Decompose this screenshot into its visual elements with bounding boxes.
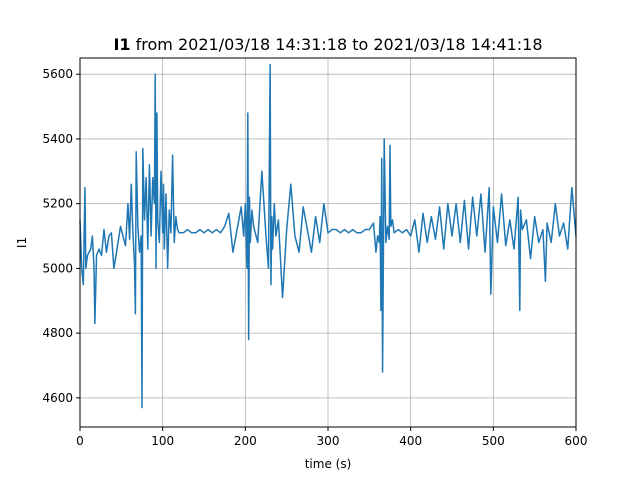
x-tick-label: 600: [565, 434, 588, 448]
y-axis-label: I1: [15, 237, 29, 248]
y-axis: 4600 4800 5000 5200 5400 5600: [42, 67, 80, 405]
series-line: [79, 63, 577, 409]
x-tick-label: 0: [76, 434, 84, 448]
y-tick-label: 4600: [42, 391, 73, 405]
chart-title-rest: from 2021/03/18 14:31:18 to 2021/03/18 1…: [131, 35, 543, 54]
x-tick-label: 300: [317, 434, 340, 448]
x-tick-label: 100: [151, 434, 174, 448]
grid: [79, 58, 577, 427]
y-tick-label: 5400: [42, 132, 73, 146]
chart-title: I1 from 2021/03/18 14:31:18 to 2021/03/1…: [113, 35, 542, 54]
x-tick-label: 400: [399, 434, 422, 448]
chart-title-bold: I1: [113, 35, 130, 54]
x-tick-label: 200: [234, 434, 257, 448]
y-tick-label: 4800: [42, 326, 73, 340]
x-axis-label: time (s): [305, 457, 352, 471]
y-tick-label: 5200: [42, 197, 73, 211]
x-axis: 0 100 200 300 400 500 600: [76, 427, 587, 448]
plot-area: [79, 63, 577, 409]
y-tick-label: 5600: [42, 67, 73, 81]
y-tick-label: 5000: [42, 261, 73, 275]
x-tick-label: 500: [482, 434, 505, 448]
